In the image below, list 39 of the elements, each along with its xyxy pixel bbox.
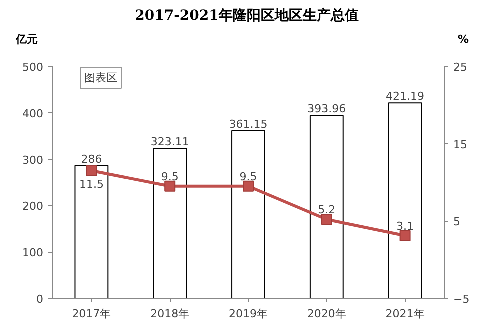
y2-tick-label: 25 xyxy=(454,61,468,74)
y2-tick-label: 5 xyxy=(454,216,460,229)
data-label: 361.15 xyxy=(229,118,268,131)
y-axis-title: 亿元 xyxy=(16,32,38,48)
point xyxy=(164,180,176,192)
annotation: 图表区 xyxy=(84,72,118,84)
x-tick-label: 2020年 xyxy=(307,308,346,320)
point xyxy=(86,165,98,176)
data-label: 5.2 xyxy=(318,204,336,217)
x-tick-label: 2021年 xyxy=(386,308,425,320)
x-tick-label: 2017年 xyxy=(72,308,112,320)
point xyxy=(243,180,254,192)
x-tick-label: 2019年 xyxy=(229,308,268,320)
point xyxy=(321,214,332,226)
chart-title: 2017-2021年隆阳区地区生产总值 xyxy=(134,7,360,26)
y-tick-label: 200 xyxy=(22,200,44,214)
data-label: 393.96 xyxy=(308,102,346,116)
x-tick-label: 2018年 xyxy=(150,308,190,320)
data-label: 9.5 xyxy=(240,170,258,184)
y2-tick-label: 15 xyxy=(454,138,468,152)
bar xyxy=(232,130,266,298)
y-tick-label: 500 xyxy=(22,61,44,74)
data-label: 3.1 xyxy=(396,220,414,233)
data-label: 11.5 xyxy=(79,178,104,191)
bar xyxy=(74,165,109,298)
y-tick-label: 100 xyxy=(22,246,44,260)
bar xyxy=(310,115,344,298)
y-tick-label: 400 xyxy=(22,107,44,120)
data-label: 323.11 xyxy=(150,136,190,149)
data-label: 9.5 xyxy=(161,170,179,184)
y2-axis-title: % xyxy=(458,32,470,48)
bar xyxy=(153,148,188,298)
data-label: 286 xyxy=(81,152,102,166)
data-label: 421.19 xyxy=(386,90,425,104)
point xyxy=(400,230,411,242)
y2-tick-label: −5 xyxy=(454,293,470,306)
bar xyxy=(388,102,422,298)
y-tick-label: 0 xyxy=(36,293,44,306)
y-tick-label: 300 xyxy=(22,154,44,167)
